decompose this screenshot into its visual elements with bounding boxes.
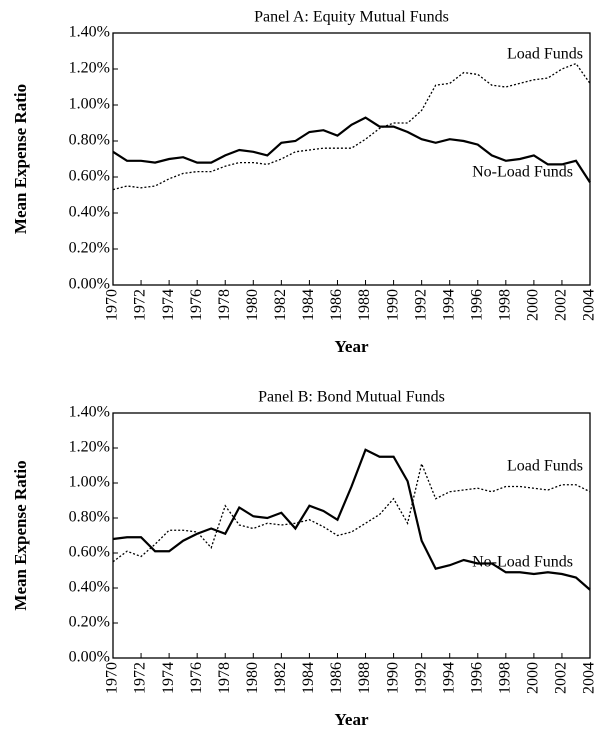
y-tick-label: 1.00% <box>69 474 110 491</box>
x-tick-label: 1984 <box>300 662 317 694</box>
x-tick-label: 1982 <box>272 289 289 321</box>
y-tick-label: 0.00% <box>69 276 110 293</box>
y-tick-label: 1.20% <box>69 60 110 77</box>
y-tick-label: 0.60% <box>69 168 110 185</box>
chart-title: Panel A: Equity Mutual Funds <box>254 9 449 26</box>
x-axis-label: Year <box>335 710 369 729</box>
y-tick-label: 1.00% <box>69 96 110 113</box>
x-tick-label: 1976 <box>188 662 205 694</box>
x-tick-label: 1972 <box>132 662 149 694</box>
x-tick-label: 1986 <box>328 662 345 694</box>
series-line <box>112 116 591 183</box>
y-tick-label: 0.40% <box>69 204 110 221</box>
series-label: Load Funds <box>507 458 583 475</box>
series-line <box>112 448 591 591</box>
x-tick-label: 1972 <box>132 289 149 321</box>
x-tick-label: 1974 <box>160 289 177 321</box>
x-tick-label: 2002 <box>553 289 570 321</box>
y-tick-label: 1.20% <box>69 439 110 456</box>
plot-frame <box>112 32 591 286</box>
x-tick-label: 1988 <box>356 662 373 694</box>
x-tick-label: 1980 <box>244 289 261 321</box>
y-tick-label: 0.20% <box>69 240 110 257</box>
series-label: No-Load Funds <box>472 164 573 181</box>
x-tick-label: 1970 <box>104 662 121 694</box>
x-tick-label: 1980 <box>244 662 261 694</box>
x-tick-label: 1978 <box>216 289 233 321</box>
x-tick-label: 1976 <box>188 289 205 321</box>
x-tick-label: 1998 <box>496 662 513 694</box>
x-tick-label: 1992 <box>412 289 429 321</box>
x-tick-label: 1996 <box>468 289 485 321</box>
y-tick-label: 0.40% <box>69 579 110 596</box>
x-tick-label: 2002 <box>553 662 570 694</box>
series-label: No-Load Funds <box>472 554 573 571</box>
chart-title: Panel B: Bond Mutual Funds <box>258 389 445 406</box>
x-tick-label: 1970 <box>104 289 121 321</box>
x-tick-label: 1988 <box>356 289 373 321</box>
y-axis-label: Mean Expense Ratio <box>11 84 30 234</box>
x-tick-label: 1978 <box>216 662 233 694</box>
x-tick-label: 1990 <box>384 662 401 694</box>
x-tick-label: 1982 <box>272 662 289 694</box>
y-axis-label: Mean Expense Ratio <box>11 460 30 610</box>
x-tick-label: 1990 <box>384 289 401 321</box>
x-tick-label: 2004 <box>581 662 597 694</box>
x-tick-label: 1994 <box>440 289 457 321</box>
x-tick-label: 1984 <box>300 289 317 321</box>
plot-frame <box>112 412 591 659</box>
x-tick-label: 1998 <box>496 289 513 321</box>
y-tick-label: 0.80% <box>69 509 110 526</box>
series-line <box>112 461 591 563</box>
y-tick-label: 0.60% <box>69 544 110 561</box>
x-tick-label: 2004 <box>581 289 597 321</box>
series-label: Load Funds <box>507 46 583 63</box>
series-line <box>112 62 591 191</box>
y-tick-label: 1.40% <box>69 24 110 41</box>
y-tick-label: 0.20% <box>69 614 110 631</box>
y-tick-label: 1.40% <box>69 404 110 421</box>
x-tick-label: 1986 <box>328 289 345 321</box>
x-tick-label: 1996 <box>468 662 485 694</box>
y-tick-label: 0.00% <box>69 649 110 666</box>
x-tick-label: 1994 <box>440 662 457 694</box>
x-tick-label: 2000 <box>525 289 542 321</box>
x-axis-label: Year <box>335 337 369 356</box>
x-tick-label: 1992 <box>412 662 429 694</box>
y-tick-label: 0.80% <box>69 132 110 149</box>
x-tick-label: 2000 <box>525 662 542 694</box>
x-tick-label: 1974 <box>160 662 177 694</box>
